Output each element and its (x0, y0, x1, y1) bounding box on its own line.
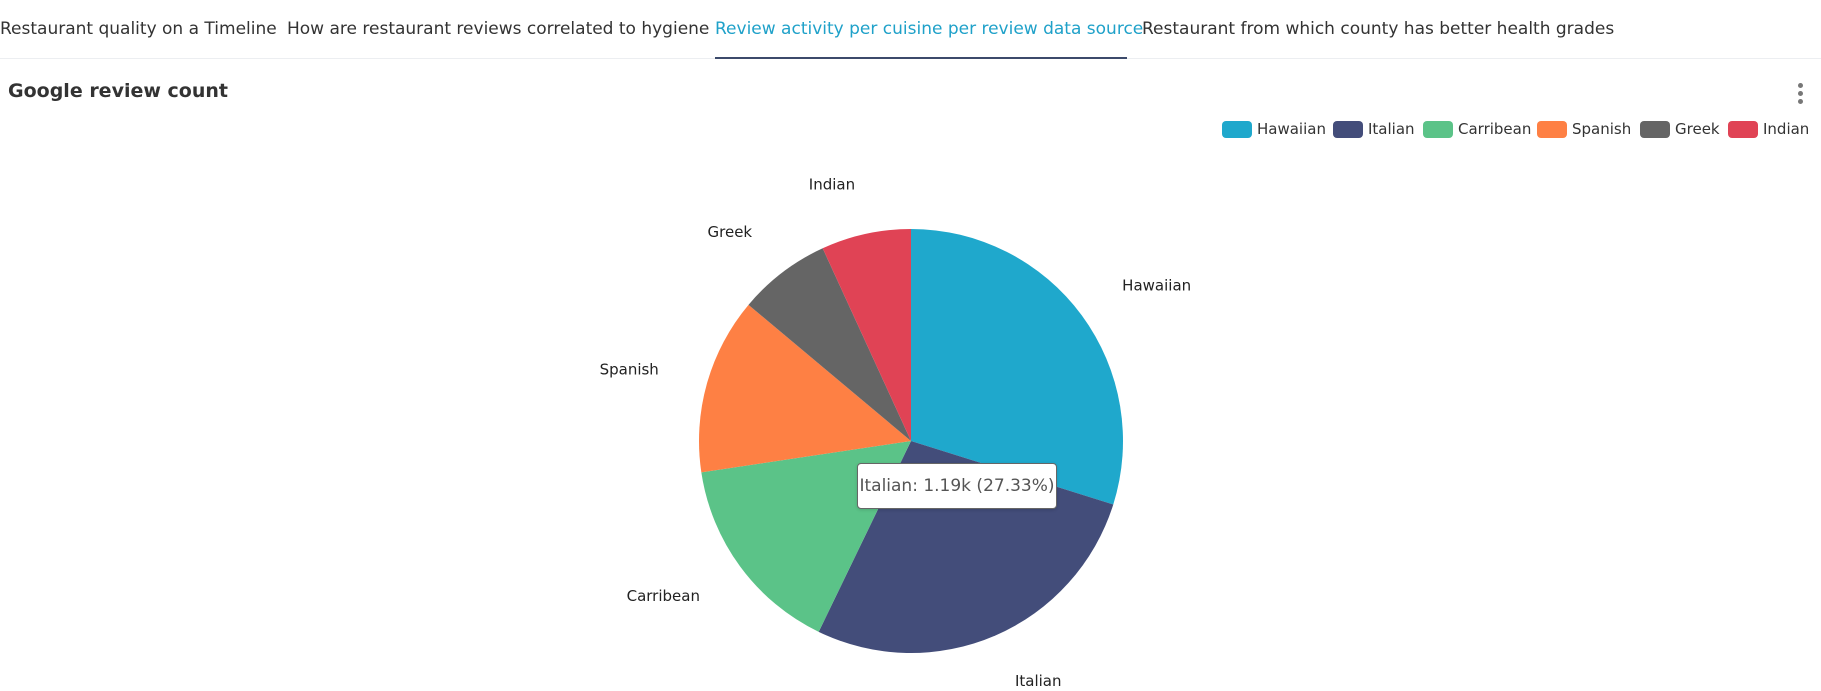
legend-swatch (1222, 121, 1252, 138)
tab-county-health-grades[interactable]: Restaurant from which county has better … (1142, 19, 1615, 39)
pie-label-italian: Italian (1015, 672, 1062, 690)
pie-slice-greek[interactable] (748, 248, 911, 441)
pie-label-hawaiian: Hawaiian (1122, 276, 1191, 294)
tab-restaurant-quality-timeline[interactable]: Restaurant quality on a Timeline (0, 19, 277, 39)
menu-dot (1798, 91, 1803, 96)
more-vertical-icon[interactable] (1794, 82, 1808, 106)
pie-label-spanish: Spanish (600, 360, 659, 378)
legend-swatch (1640, 121, 1670, 138)
legend-label: Spanish (1572, 120, 1632, 138)
pie-label-carribean: Carribean (627, 587, 700, 605)
pie-label-indian: Indian (809, 176, 855, 194)
legend-label: Hawaiian (1257, 120, 1326, 138)
legend-label: Italian (1368, 120, 1415, 138)
pie-slice-hawaiian[interactable] (911, 229, 1123, 505)
pie-slice-spanish[interactable] (698, 304, 911, 473)
menu-dot (1798, 99, 1803, 104)
legend-swatch (1423, 121, 1453, 138)
tab-review-activity-cuisine[interactable]: Review activity per cuisine per review d… (715, 0, 1143, 59)
legend-swatch (1537, 121, 1567, 138)
menu-dot (1798, 83, 1803, 88)
legend-label: Carribean (1458, 120, 1532, 138)
chart-tooltip: Italian: 1.19k (27.33%) (857, 463, 1057, 509)
pie-slice-indian[interactable] (822, 229, 911, 441)
legend-label: Indian (1763, 120, 1810, 138)
pie-label-greek: Greek (708, 223, 753, 241)
chart-title: Google review count (8, 80, 228, 102)
legend-swatch (1333, 121, 1363, 138)
pie-labels: Hawaiian Italian Carribean Spanish Greek Indi… (600, 176, 1192, 690)
pie-slices (698, 229, 1123, 653)
tab-bar: Restaurant quality on a Timeline How are… (0, 0, 1821, 59)
legend-label: Greek (1675, 120, 1720, 138)
legend-swatch (1728, 121, 1758, 138)
tab-reviews-hygiene[interactable]: How are restaurant reviews correlated to… (287, 19, 710, 39)
